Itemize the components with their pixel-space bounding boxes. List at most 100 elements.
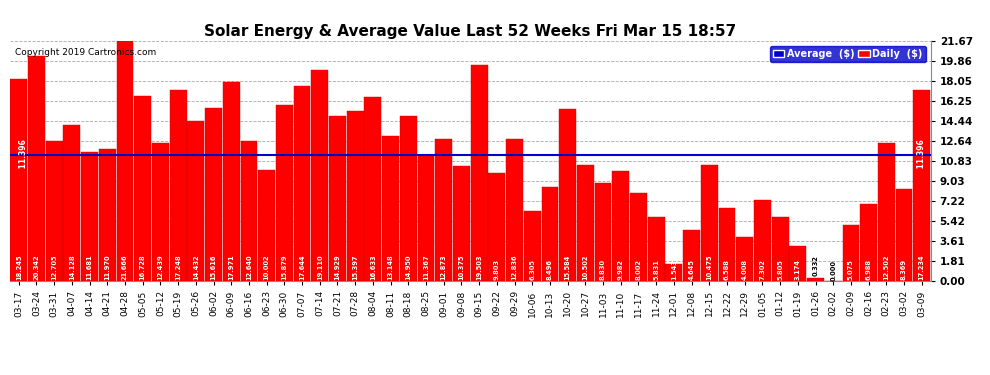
Bar	[258, 171, 275, 281]
Bar	[311, 70, 328, 281]
Text: 12.705: 12.705	[51, 254, 57, 280]
Text: 11.970: 11.970	[104, 254, 110, 280]
Text: 10.002: 10.002	[263, 254, 269, 280]
Text: 17.234: 17.234	[919, 254, 925, 280]
Text: 17.248: 17.248	[175, 254, 181, 280]
Text: 9.982: 9.982	[618, 259, 624, 280]
Bar	[807, 278, 824, 281]
Text: 12.439: 12.439	[157, 254, 163, 280]
Bar	[152, 144, 169, 281]
Bar	[789, 246, 806, 281]
Text: 11.681: 11.681	[86, 254, 93, 280]
Bar	[418, 155, 435, 281]
Text: 19.503: 19.503	[476, 254, 482, 280]
Text: 10.375: 10.375	[458, 254, 464, 280]
Text: 12.502: 12.502	[883, 254, 889, 280]
Bar	[63, 125, 80, 281]
Text: 0.332: 0.332	[813, 255, 819, 276]
Text: 14.432: 14.432	[193, 254, 199, 280]
Text: 17.644: 17.644	[299, 254, 305, 280]
Text: 15.584: 15.584	[564, 254, 570, 280]
Bar	[701, 165, 718, 281]
Bar	[595, 183, 612, 281]
Text: 10.502: 10.502	[582, 254, 588, 280]
Text: 5.831: 5.831	[653, 259, 659, 280]
Text: 5.805: 5.805	[777, 259, 783, 280]
Text: 6.588: 6.588	[724, 259, 730, 280]
Text: 12.836: 12.836	[512, 254, 518, 280]
Text: 7.302: 7.302	[759, 259, 765, 280]
Bar	[187, 122, 204, 281]
Text: 8.369: 8.369	[901, 259, 907, 280]
Text: 8.830: 8.830	[600, 259, 606, 280]
Bar	[914, 90, 931, 281]
Text: 21.666: 21.666	[122, 254, 128, 280]
Bar	[382, 136, 399, 281]
Bar	[169, 90, 186, 281]
Text: 19.110: 19.110	[317, 254, 323, 280]
Text: 20.342: 20.342	[34, 254, 40, 280]
Text: 16.728: 16.728	[140, 254, 146, 280]
Bar	[10, 79, 27, 281]
Text: 6.988: 6.988	[865, 259, 871, 280]
Text: 4.645: 4.645	[689, 259, 695, 280]
Bar	[329, 116, 346, 281]
Text: 9.803: 9.803	[494, 259, 500, 280]
Text: 10.475: 10.475	[706, 254, 712, 280]
Bar	[135, 96, 151, 281]
Bar	[488, 172, 505, 281]
Bar	[860, 204, 877, 281]
Bar	[559, 109, 576, 281]
Text: 17.971: 17.971	[229, 254, 235, 280]
Bar	[81, 152, 98, 281]
Bar	[223, 82, 240, 281]
Bar	[436, 139, 452, 281]
Bar	[294, 86, 311, 281]
Bar	[683, 230, 700, 281]
Text: 8.496: 8.496	[546, 259, 553, 280]
Text: 0.000: 0.000	[831, 260, 837, 281]
Bar	[630, 193, 646, 281]
Text: 15.397: 15.397	[352, 254, 358, 280]
Text: 14.128: 14.128	[69, 254, 75, 280]
Bar	[577, 165, 594, 281]
Text: 5.075: 5.075	[847, 259, 854, 280]
Text: 18.245: 18.245	[16, 254, 22, 280]
Text: 12.873: 12.873	[441, 254, 446, 280]
Bar	[506, 139, 523, 281]
Bar	[276, 105, 293, 281]
Text: 4.008: 4.008	[742, 259, 747, 280]
Text: 15.616: 15.616	[211, 254, 217, 280]
Bar	[453, 166, 470, 281]
Bar	[542, 187, 558, 281]
Bar	[117, 41, 134, 281]
Text: 13.148: 13.148	[387, 254, 394, 280]
Bar	[205, 108, 222, 281]
Bar	[613, 171, 630, 281]
Text: 11.367: 11.367	[423, 254, 429, 280]
Text: 15.879: 15.879	[281, 254, 287, 280]
Bar	[754, 200, 771, 281]
Bar	[524, 211, 541, 281]
Bar	[364, 97, 381, 281]
Bar	[28, 56, 45, 281]
Title: Solar Energy & Average Value Last 52 Weeks Fri Mar 15 18:57: Solar Energy & Average Value Last 52 Wee…	[204, 24, 737, 39]
Bar	[470, 65, 487, 281]
Bar	[400, 116, 417, 281]
Text: 16.633: 16.633	[370, 254, 376, 280]
Bar	[647, 217, 664, 281]
Bar	[737, 237, 753, 281]
Bar	[46, 141, 62, 281]
Text: 14.950: 14.950	[405, 254, 411, 280]
Text: 14.929: 14.929	[335, 254, 341, 280]
Bar	[719, 208, 736, 281]
Text: 1.543: 1.543	[671, 259, 677, 280]
Text: 8.002: 8.002	[636, 259, 642, 280]
Bar	[346, 111, 363, 281]
Bar	[99, 148, 116, 281]
Text: 12.640: 12.640	[246, 254, 251, 280]
Text: 3.174: 3.174	[795, 259, 801, 280]
Bar	[665, 264, 682, 281]
Text: 6.305: 6.305	[530, 259, 536, 280]
Bar	[842, 225, 859, 281]
